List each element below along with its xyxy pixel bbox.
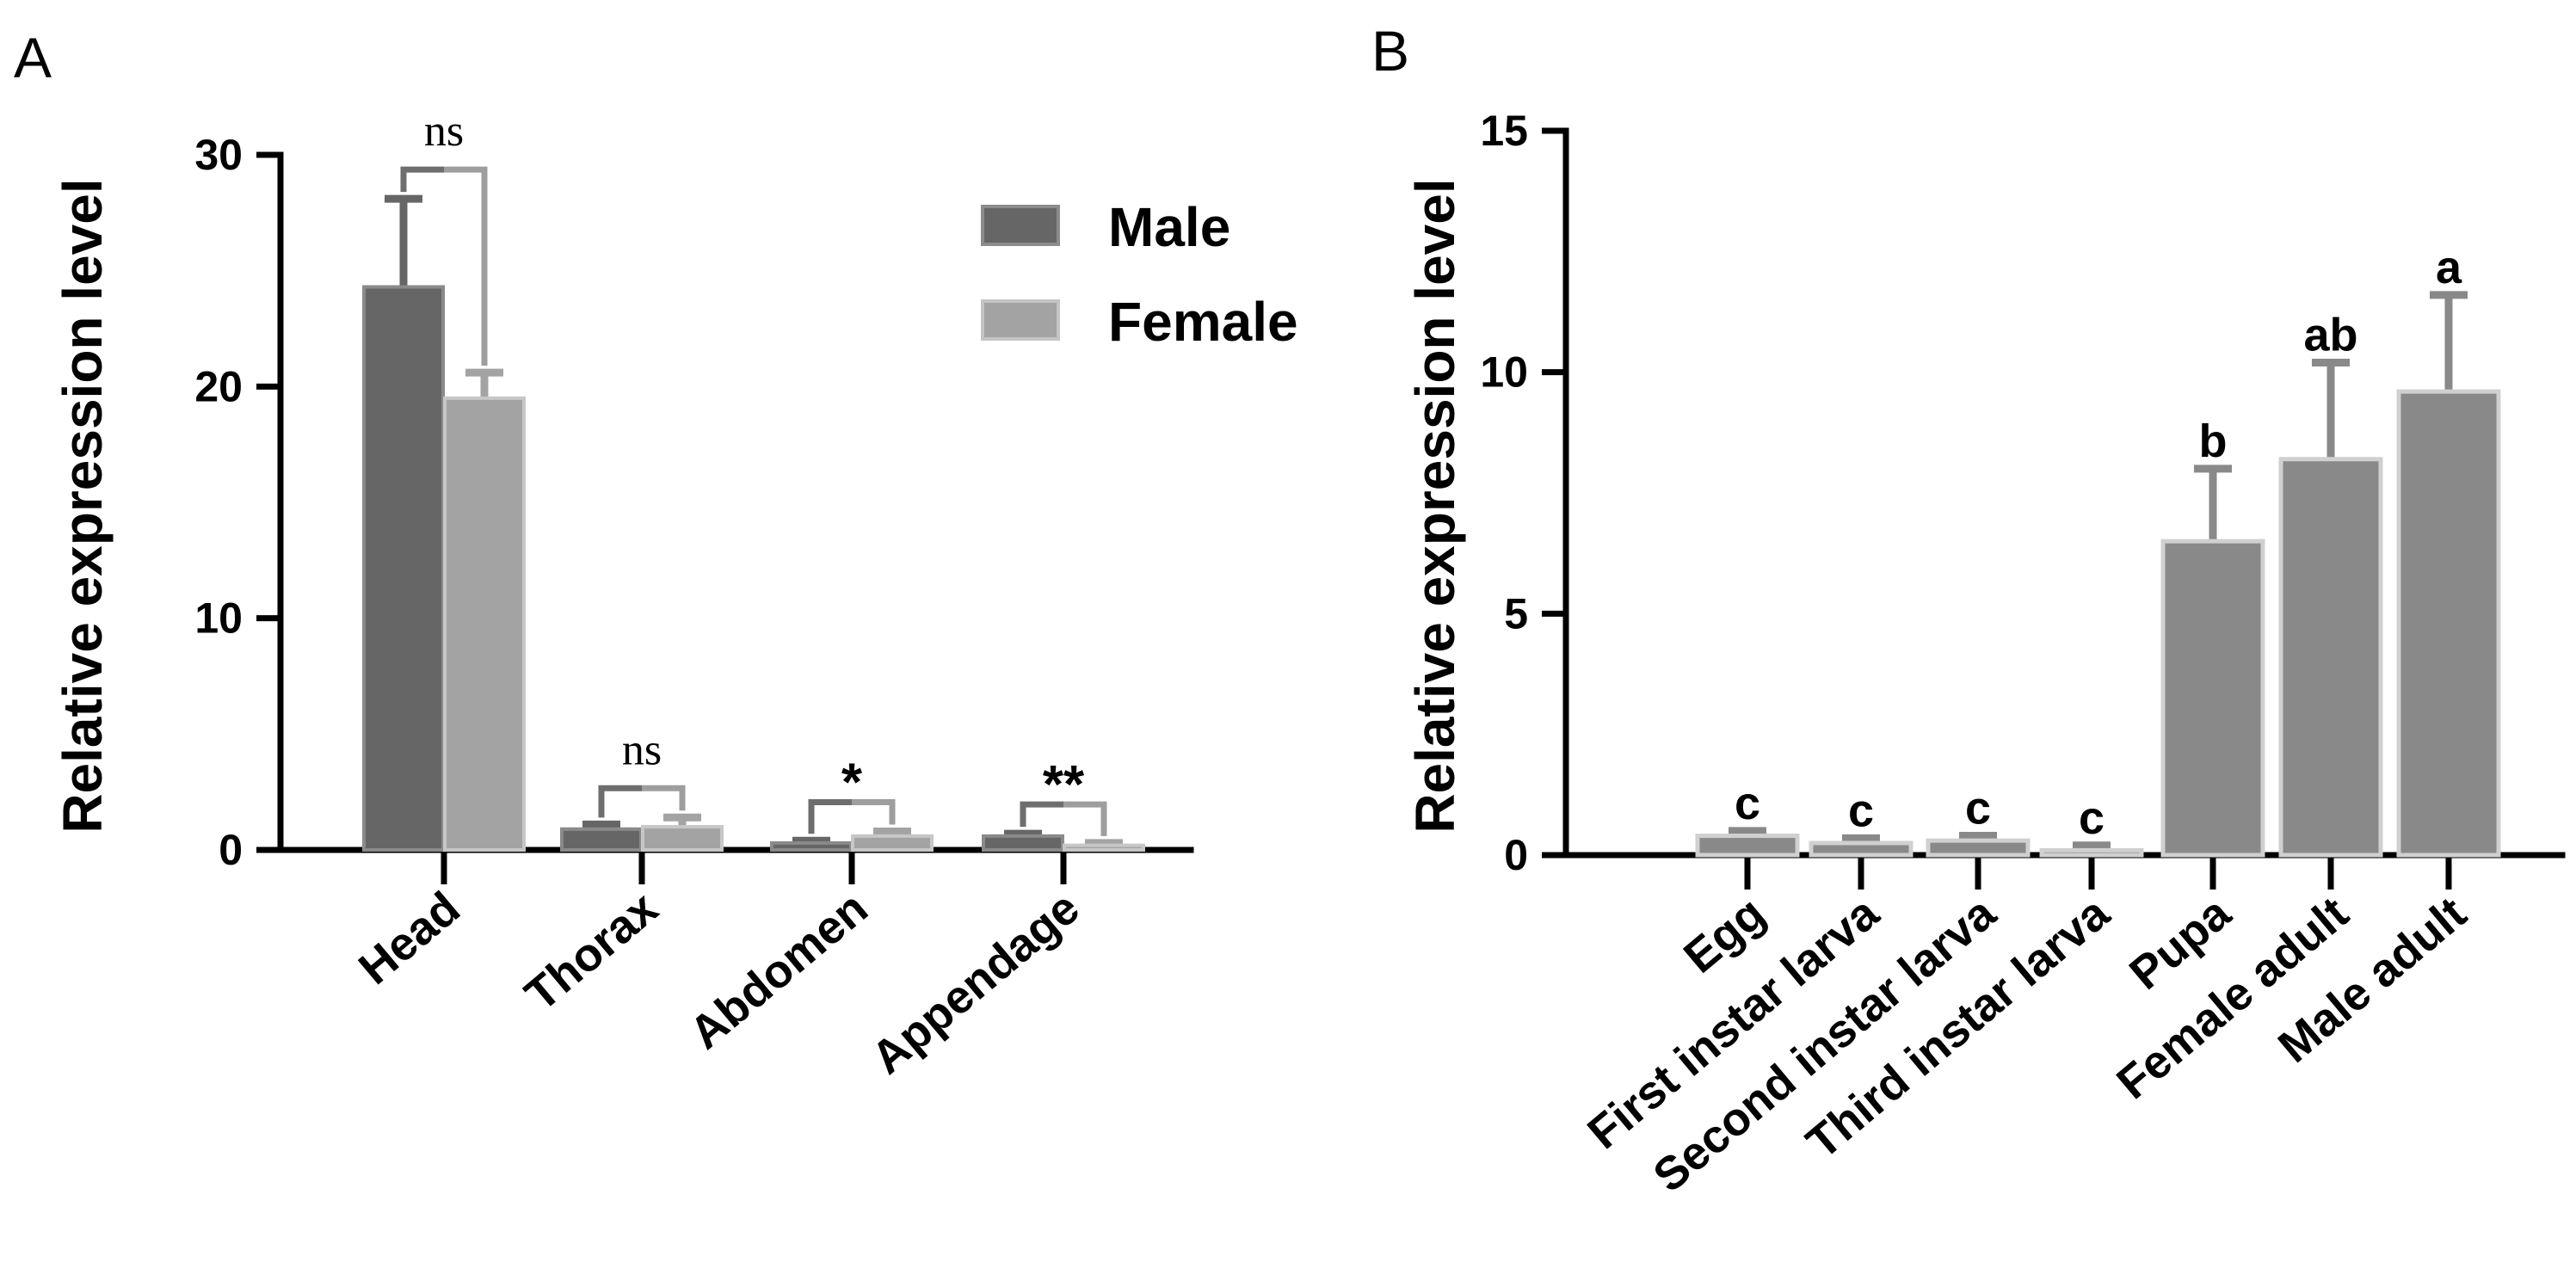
significance-bracket-left — [808, 798, 852, 834]
panel-b: B Relative expression level 051015EggFir… — [1371, 19, 2566, 1202]
significance-bracket-left — [598, 785, 642, 818]
significance-bracket-right — [444, 166, 488, 366]
significance-bracket-right — [642, 785, 686, 811]
panel-a-y-tick-label: 20 — [194, 362, 243, 410]
panel-a-label: A — [14, 26, 52, 89]
significance-bracket-left — [1020, 801, 1063, 828]
significance-label: * — [841, 753, 863, 812]
significance-label: ns — [622, 725, 662, 774]
panel-a-bar-male — [982, 834, 1064, 853]
panel-a-bars — [362, 194, 1145, 853]
panel-b-bar — [2278, 457, 2383, 858]
panel-a: A Relative expression level 0 10 20 30 Head T… — [14, 26, 1298, 1084]
panel-b-significance-letter: c — [1848, 785, 1874, 836]
panel-b-significance-letter: b — [2199, 416, 2228, 467]
panel-a-bar-male — [362, 285, 445, 852]
significance-bracket-right — [1063, 801, 1107, 836]
panel-b-significance-letter: ab — [2303, 309, 2357, 360]
panel-a-bar-male — [560, 827, 643, 853]
panel-b-bar — [2160, 539, 2265, 858]
panel-b-bar — [1695, 834, 1800, 858]
legend-label-male: Male — [1108, 196, 1230, 258]
panel-a-bar-female — [443, 396, 526, 852]
legend-swatch-female — [981, 299, 1060, 341]
panel-a-x-tick-label: Head — [349, 882, 470, 994]
panel-b-y-tick-label: 15 — [1480, 107, 1528, 155]
panel-a-bar-female — [851, 834, 934, 853]
significance-bracket-right — [852, 798, 896, 825]
panel-b-y-tick-label: 0 — [1504, 831, 1528, 879]
panel-a-y-axis-title: Relative expression level — [52, 178, 114, 833]
panel-a-bar-female — [641, 825, 724, 852]
panel-b-significance-letter: c — [2079, 792, 2105, 844]
panel-b-y-tick-label: 10 — [1480, 348, 1528, 397]
panel-b-bar — [2039, 847, 2144, 858]
panel-b-significance-letter: a — [2436, 242, 2462, 293]
panel-a-bar-female — [1063, 843, 1145, 853]
panel-a-x-tick-label: Abdomen — [680, 882, 877, 1059]
panel-b-bar — [2396, 389, 2501, 858]
panel-a-y-tick-label: 10 — [194, 594, 243, 643]
panel-a-y-tick-label: 30 — [194, 131, 243, 179]
panel-b-significance-letter: c — [1735, 778, 1760, 829]
panel-a-x-tick-label: Appendage — [862, 882, 1089, 1084]
legend-label-female: Female — [1108, 291, 1298, 353]
panel-a-x-tick-label: Thorax — [515, 882, 667, 1021]
panel-a-bar-male — [770, 840, 853, 852]
panel-a-y-tick-label: 0 — [219, 826, 243, 874]
significance-bracket-left — [400, 166, 444, 193]
panel-b-y-tick-label: 5 — [1504, 589, 1528, 637]
panel-b-bar — [1926, 838, 2031, 858]
panel-a-legend: Male Female — [981, 196, 1298, 353]
panel-b-bars: c c c c b ab a — [1695, 242, 2501, 858]
significance-label: ns — [424, 107, 464, 156]
panel-b-significance-letter: c — [1965, 783, 1991, 834]
panel-b-label: B — [1371, 19, 1409, 83]
significance-label: ** — [1043, 755, 1085, 815]
panel-b-bar — [1809, 840, 1914, 858]
panel-b-y-axis-title: Relative expression level — [1404, 178, 1466, 833]
legend-swatch-male — [981, 205, 1060, 246]
